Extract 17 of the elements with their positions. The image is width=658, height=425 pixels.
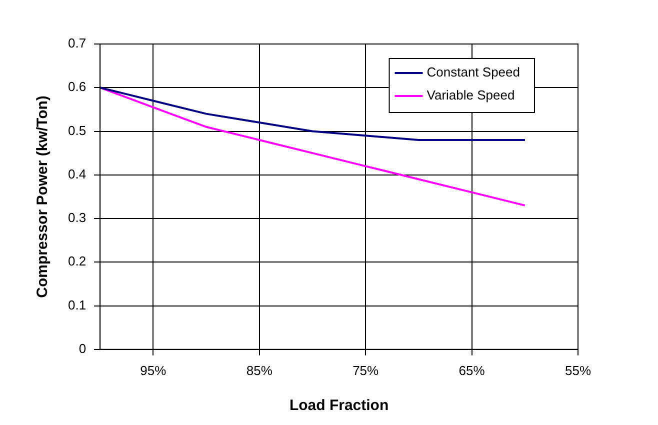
- y-axis-title: Compressor Power (kw/Ton): [34, 96, 52, 298]
- y-tick-label: 0.1: [68, 297, 86, 312]
- legend-label: Variable Speed: [426, 88, 515, 103]
- x-tick-label: 55%: [564, 362, 592, 378]
- x-tick-label: 75%: [352, 362, 380, 378]
- x-axis-title: Load Fraction: [289, 397, 389, 414]
- y-tick-label: 0.5: [68, 122, 86, 138]
- legend-label: Constant Speed: [426, 64, 520, 80]
- y-tick-label: 0.3: [68, 210, 86, 226]
- x-tick-label: 65%: [458, 362, 486, 378]
- x-tick-label: 85%: [246, 362, 273, 378]
- y-tick-label: 0.4: [68, 166, 86, 182]
- y-tick-label: 0.6: [68, 79, 86, 94]
- x-tick-label: 95%: [140, 362, 167, 378]
- y-tick-label: 0: [78, 340, 86, 356]
- y-tick-label: 0.7: [68, 36, 86, 51]
- y-tick-label: 0.2: [68, 254, 86, 269]
